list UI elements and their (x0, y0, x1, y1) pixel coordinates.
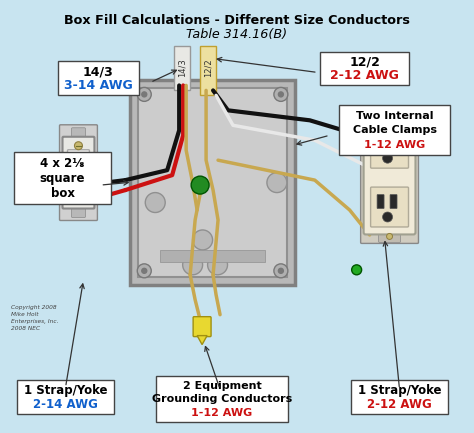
Text: box: box (51, 187, 74, 200)
FancyBboxPatch shape (193, 317, 211, 336)
Text: Cable Clamps: Cable Clamps (353, 125, 437, 135)
FancyBboxPatch shape (156, 376, 288, 422)
FancyBboxPatch shape (351, 381, 448, 414)
Circle shape (74, 196, 82, 204)
Text: 2-12 AWG: 2-12 AWG (367, 398, 432, 411)
Text: 1-12 AWG: 1-12 AWG (364, 140, 425, 150)
Text: 1 Strap/Yoke: 1 Strap/Yoke (24, 384, 107, 397)
Circle shape (274, 87, 288, 101)
Text: Copyright 2008
Mike Holt
Enterprises, Inc.
2008 NEC: Copyright 2008 Mike Holt Enterprises, In… (11, 305, 58, 331)
FancyBboxPatch shape (379, 113, 401, 125)
Text: 2 Equipment: 2 Equipment (182, 381, 262, 391)
Text: Box Fill Calculations - Different Size Conductors: Box Fill Calculations - Different Size C… (64, 14, 410, 27)
Circle shape (387, 116, 392, 122)
FancyBboxPatch shape (160, 250, 265, 262)
Circle shape (192, 230, 212, 250)
FancyBboxPatch shape (320, 52, 410, 85)
FancyBboxPatch shape (14, 152, 111, 204)
Circle shape (387, 233, 392, 239)
Circle shape (267, 173, 287, 193)
FancyBboxPatch shape (72, 128, 85, 138)
Circle shape (208, 255, 228, 275)
Text: 14/3: 14/3 (178, 58, 187, 78)
Circle shape (278, 92, 283, 97)
Circle shape (137, 264, 151, 278)
Circle shape (383, 153, 392, 163)
Circle shape (182, 255, 202, 275)
FancyBboxPatch shape (17, 381, 114, 414)
Circle shape (352, 265, 362, 275)
FancyBboxPatch shape (174, 45, 190, 90)
FancyBboxPatch shape (361, 112, 419, 243)
FancyBboxPatch shape (390, 194, 397, 209)
FancyBboxPatch shape (138, 88, 287, 277)
Text: 4 x 2⅛: 4 x 2⅛ (40, 156, 85, 170)
FancyBboxPatch shape (72, 207, 85, 217)
FancyBboxPatch shape (377, 136, 384, 150)
Text: 2-12 AWG: 2-12 AWG (330, 69, 399, 82)
Circle shape (142, 268, 147, 273)
FancyBboxPatch shape (57, 61, 139, 95)
Circle shape (278, 268, 283, 273)
FancyBboxPatch shape (371, 187, 409, 227)
Text: 2-14 AWG: 2-14 AWG (33, 398, 98, 411)
Text: 14/3: 14/3 (83, 65, 114, 78)
Circle shape (74, 142, 82, 150)
FancyBboxPatch shape (200, 45, 216, 95)
Text: 12/2: 12/2 (204, 58, 212, 77)
Circle shape (142, 92, 147, 97)
FancyBboxPatch shape (63, 137, 94, 209)
FancyBboxPatch shape (339, 105, 450, 155)
Text: 1-12 AWG: 1-12 AWG (191, 408, 253, 418)
FancyBboxPatch shape (379, 230, 401, 242)
FancyBboxPatch shape (130, 81, 295, 285)
Circle shape (145, 193, 165, 213)
Text: 3-14 AWG: 3-14 AWG (64, 79, 133, 92)
Text: 12/2: 12/2 (349, 55, 380, 68)
Circle shape (274, 264, 288, 278)
Circle shape (137, 87, 151, 101)
Text: Table 314.16(B): Table 314.16(B) (186, 28, 288, 41)
FancyBboxPatch shape (377, 194, 384, 209)
FancyBboxPatch shape (364, 121, 416, 234)
Text: Grounding Conductors: Grounding Conductors (152, 394, 292, 404)
Text: square: square (40, 171, 85, 184)
Circle shape (191, 176, 209, 194)
Polygon shape (197, 336, 207, 345)
FancyBboxPatch shape (60, 125, 98, 220)
FancyBboxPatch shape (67, 150, 90, 196)
FancyBboxPatch shape (371, 128, 409, 168)
Text: Two Internal: Two Internal (356, 111, 433, 121)
Text: 1 Strap/Yoke: 1 Strap/Yoke (358, 384, 441, 397)
Circle shape (383, 212, 392, 222)
FancyBboxPatch shape (390, 136, 397, 150)
